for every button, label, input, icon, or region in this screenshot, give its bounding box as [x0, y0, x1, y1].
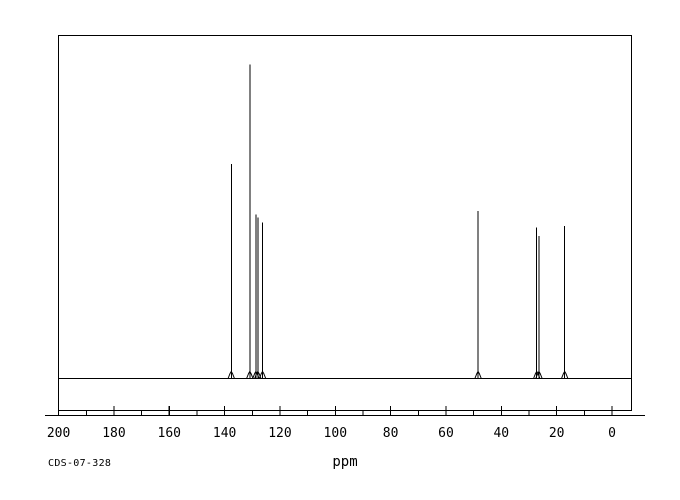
tick-label: 160	[158, 426, 181, 441]
peak-traces	[227, 64, 569, 379]
tick-label: 200	[47, 426, 70, 441]
tick-label: 0	[608, 426, 616, 441]
tick-label: 80	[383, 426, 399, 441]
tick-label: 120	[268, 426, 291, 441]
tick-label: 20	[549, 426, 565, 441]
sample-id-label: CDS-07-328	[48, 458, 111, 469]
x-axis-title: ppm	[332, 454, 357, 470]
tick-label: 40	[493, 426, 509, 441]
tick-label: 100	[324, 426, 347, 441]
tick-label: 60	[438, 426, 454, 441]
plot-frame	[57, 34, 633, 412]
tick-label: 140	[213, 426, 236, 441]
x-axis-tick-labels: 200 180 160 140 120 100 80 60 40 20 0	[47, 426, 616, 441]
tick-label: 180	[102, 426, 125, 441]
x-axis-ticks	[58, 406, 613, 416]
